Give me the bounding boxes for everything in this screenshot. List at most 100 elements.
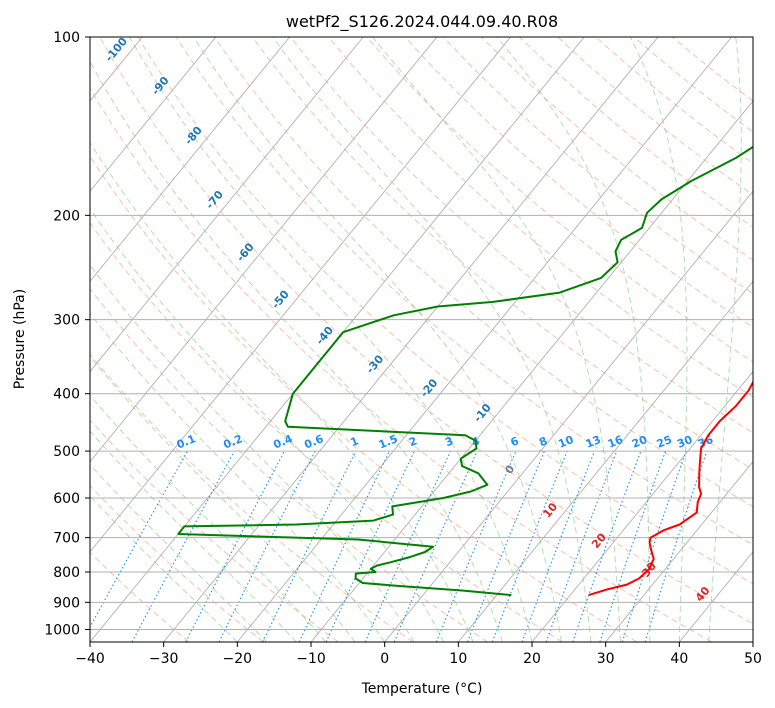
isotherm-line <box>678 551 753 642</box>
isotherm-label: 10 <box>540 500 560 520</box>
mixing-ratio-label: 8 <box>537 434 549 449</box>
x-tick-label: 50 <box>744 651 762 667</box>
y-tick-label: 100 <box>53 30 80 46</box>
dry-adiabat-line <box>328 37 753 398</box>
dry-adiabat-line <box>366 37 753 363</box>
mixing-ratio-line <box>218 450 316 642</box>
mixing-ratio-label: 13 <box>584 433 603 451</box>
mixing-ratio-line <box>572 450 642 642</box>
x-tick-label: −10 <box>296 651 326 667</box>
isotherm-label: -70 <box>203 188 226 212</box>
dry-adiabat-line <box>557 37 753 196</box>
isotherm-line <box>457 280 753 642</box>
moist-adiabat-line <box>90 141 474 642</box>
x-tick-label: 40 <box>670 651 688 667</box>
mixing-ratio-line <box>90 450 188 629</box>
mixing-ratio-line <box>621 450 687 642</box>
isotherm-label: -60 <box>234 240 257 264</box>
moist-adiabat-line <box>90 207 445 642</box>
isotherm-line <box>605 460 753 642</box>
mixing-ratio-line <box>491 450 568 642</box>
isotherm-label: 20 <box>589 531 609 551</box>
mixing-ratio-label: 0.2 <box>222 432 245 451</box>
isotherm-label: -30 <box>364 352 387 376</box>
dry-adiabat-line <box>90 155 638 642</box>
isotherm-lines <box>0 37 753 642</box>
dry-adiabat-line <box>633 37 753 133</box>
mixing-ratio-line <box>262 450 357 642</box>
y-tick-label: 900 <box>53 595 80 611</box>
isotherm-label: -20 <box>418 376 441 400</box>
mixing-ratio-label: 6 <box>509 434 521 449</box>
mixing-ratio-label: 10 <box>556 433 575 451</box>
x-tick-label: 10 <box>449 651 467 667</box>
x-axis-label: Temperature (°C) <box>361 681 483 697</box>
isotherm-line <box>0 37 69 642</box>
isotherm-line <box>752 641 753 642</box>
mixing-ratio-line <box>131 450 235 642</box>
dry-adiabat-line <box>90 288 488 642</box>
dry-adiabat-line <box>90 485 264 642</box>
dry-adiabat-line <box>404 37 753 328</box>
moist-adiabat-line <box>90 463 268 642</box>
mixing-ratio-line <box>364 450 452 642</box>
moist-adiabat-lines <box>90 37 742 642</box>
mixing-ratio-label: 25 <box>655 433 674 451</box>
mixing-ratio-line <box>435 450 517 642</box>
isotherm-line <box>236 37 732 642</box>
moist-adiabat-line <box>90 60 503 642</box>
mixing-ratio-line <box>644 450 708 642</box>
x-tick-label: −40 <box>75 651 105 667</box>
dry-adiabat-lines <box>90 37 753 642</box>
moist-adiabat-line <box>90 495 238 642</box>
y-tick-label: 400 <box>53 387 80 403</box>
mixing-ratio-label: 0.4 <box>272 432 295 451</box>
dry-adiabat-line <box>175 37 753 546</box>
x-axis-ticks: −40 −30 −20 −10 0 10 20 30 40 50 <box>75 642 762 667</box>
isotherm-label: -80 <box>182 124 205 148</box>
moist-adiabat-line <box>90 264 415 642</box>
isotherm-line <box>90 37 364 373</box>
dry-adiabat-line <box>595 37 753 164</box>
dry-adiabat-line <box>290 37 753 434</box>
dry-adiabat-line <box>137 37 753 585</box>
mixing-ratio-label: 3 <box>443 434 455 449</box>
moist-adiabat-line <box>90 430 297 642</box>
dry-adiabat-line <box>252 37 753 470</box>
isotherm-line <box>90 37 438 463</box>
isotherm-line <box>163 37 659 642</box>
dewpoint-profile-line <box>177 145 753 597</box>
moist-adiabat-line <box>90 355 356 642</box>
chart-title: wetPf2_S126.2024.044.09.40.R08 <box>286 12 558 32</box>
mixing-ratio-line <box>466 450 546 642</box>
mixing-ratio-label: 20 <box>630 433 649 451</box>
mixing-ratio-label: 30 <box>675 433 694 451</box>
mixing-ratio-label: 2 <box>407 434 419 449</box>
x-tick-label: −20 <box>223 651 253 667</box>
moist-adiabat-line <box>90 312 386 642</box>
plot-area: 0.1 0.2 0.4 0.6 1 1.5 2 3 4 6 8 10 13 16 20 25 30 36-100-… <box>0 37 753 642</box>
moist-adiabat-line <box>90 394 327 642</box>
x-tick-label: 30 <box>597 651 615 667</box>
isotherm-line <box>531 370 753 642</box>
y-tick-label: 600 <box>53 491 80 507</box>
isotherm-line <box>90 37 511 553</box>
x-tick-label: 20 <box>523 651 541 667</box>
y-tick-label: 300 <box>53 313 80 329</box>
isotherm-line <box>384 190 753 642</box>
mixing-ratio-lines <box>90 450 708 642</box>
temperature-profile-line <box>588 380 753 597</box>
dry-adiabat-line <box>90 551 190 642</box>
isotherm-label: -90 <box>149 74 172 98</box>
y-tick-label: 1000 <box>44 622 80 638</box>
dry-adiabat-line <box>90 222 563 642</box>
y-axis-ticks: 100 200 300 400 500 600 700 800 900 1000 <box>44 30 90 638</box>
dry-adiabat-line <box>213 37 753 508</box>
dry-adiabat-line <box>90 87 712 642</box>
pressure-gridlines <box>90 37 753 630</box>
isotherm-label: 40 <box>693 584 713 604</box>
x-tick-label: 0 <box>380 651 389 667</box>
moist-adiabat-line <box>193 37 562 642</box>
mixing-ratio-label: 1 <box>348 434 360 449</box>
